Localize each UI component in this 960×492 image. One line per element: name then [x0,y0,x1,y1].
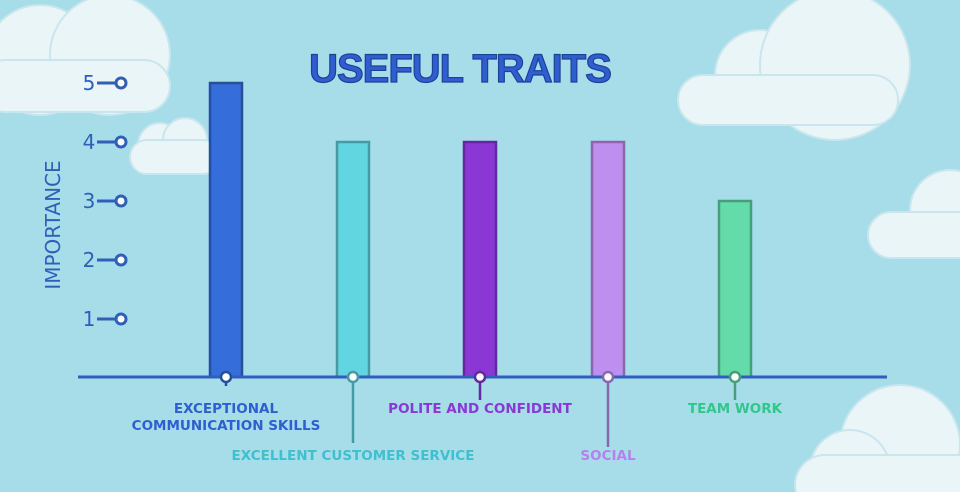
x-tick-marker [219,370,233,384]
bar [590,140,626,379]
bar [717,199,753,379]
x-tick-label-line: EXCELLENT CUSTOMER SERVICE [232,448,475,464]
cloud-mid-right [867,169,960,259]
y-tick-marker [114,76,128,90]
cloud-top-left [0,0,171,116]
cloud-small-left [129,117,221,175]
x-tick-label-line: POLITE AND CONFIDENT [388,401,572,417]
x-tick-marker [346,370,360,384]
x-tick-label: TEAM WORK [688,401,783,417]
y-tick-marker [114,194,128,208]
x-tick-label-line: EXCEPTIONAL [174,401,279,417]
y-axis-label: IMPORTANCE [41,160,65,289]
bar [335,140,371,379]
y-tick-label: 5 [83,71,96,95]
y-axis-ticks: 1 2 3 4 5 [83,71,128,331]
x-axis-labels: EXCEPTIONAL COMMUNICATION SKILLS EXCELLENT… [132,370,783,464]
y-tick-marker [114,253,128,267]
bar [462,140,498,379]
chart-title: USEFUL TRAITS [309,47,611,91]
x-tick-label: POLITE AND CONFIDENT [388,401,572,417]
x-tick-label-line: SOCIAL [580,448,636,464]
x-tick-label-line: COMMUNICATION SKILLS [132,418,321,434]
cloud-top-right [677,0,911,141]
cloud-bottom-right [794,384,960,492]
y-tick-marker [114,135,128,149]
x-tick-label: SOCIAL [580,448,636,464]
y-tick-label: 1 [83,307,96,331]
y-tick-marker [114,312,128,326]
y-tick-label: 2 [83,248,96,272]
x-tick-marker [601,370,615,384]
x-tick-marker [473,370,487,384]
x-tick-label: EXCEPTIONAL COMMUNICATION SKILLS [132,401,321,434]
x-tick-marker [728,370,742,384]
y-tick-label: 4 [83,130,96,154]
bar [208,81,244,379]
x-tick-label: EXCELLENT CUSTOMER SERVICE [232,448,475,464]
x-tick-label-line: TEAM WORK [688,401,783,417]
bars-group [208,81,753,379]
y-tick-label: 3 [83,189,96,213]
